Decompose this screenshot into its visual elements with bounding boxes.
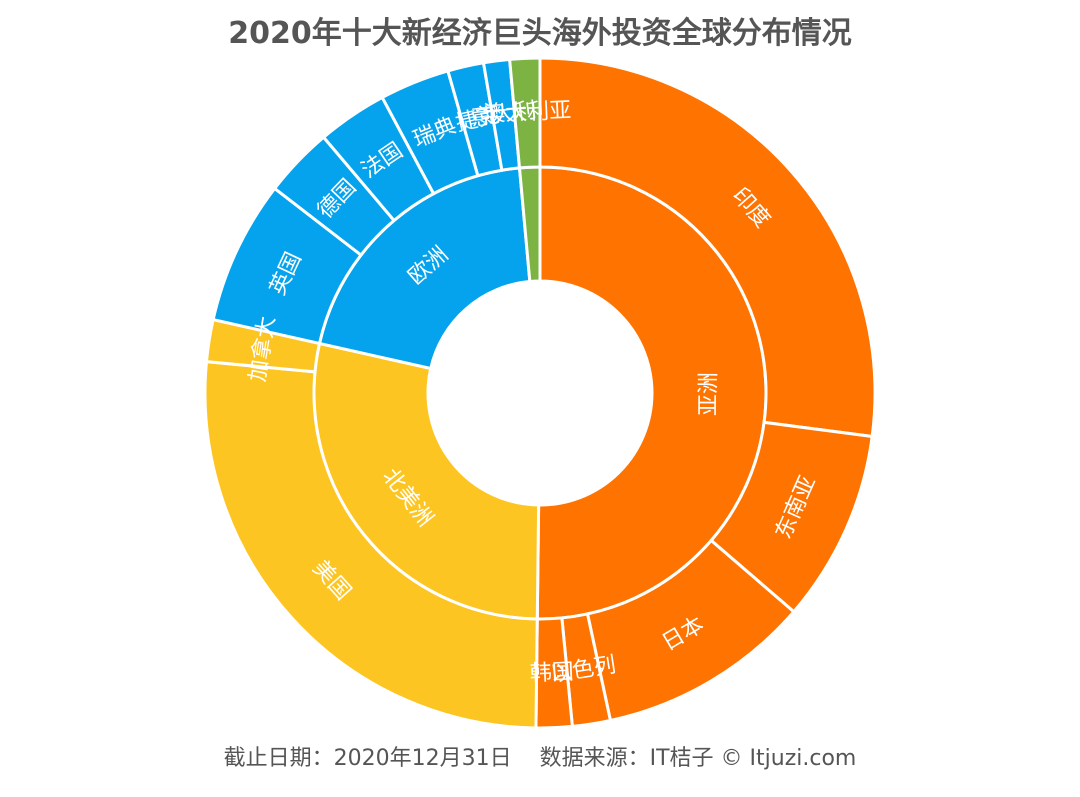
outer-segment-0 — [538, 56, 877, 439]
outer-label-4: 韩国 — [529, 660, 574, 687]
chart-footer: 截止日期：2020年12月31日 数据来源：IT桔子 © Itjuzi.com — [223, 746, 857, 771]
outer-label-13: 澳大利亚 — [483, 98, 572, 127]
outer-segment-13 — [507, 56, 542, 170]
outer-ring — [203, 56, 877, 730]
outer-segment-5 — [203, 359, 539, 730]
inner-label-0: 亚洲 — [696, 372, 721, 416]
chart-title: 2020年十大新经济巨头海外投资全球分布情况 — [228, 16, 852, 51]
inner-ring — [312, 165, 768, 621]
